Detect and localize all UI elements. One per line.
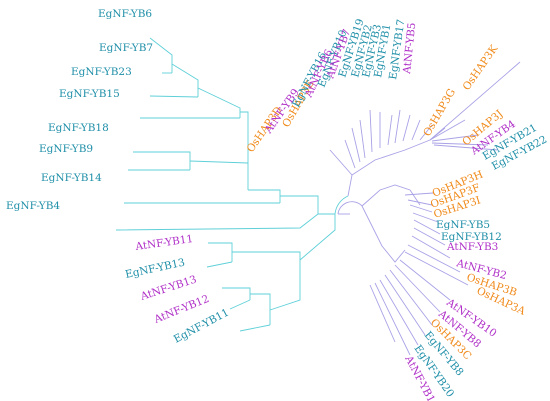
leaf-label: EgNF-YB9 (39, 143, 93, 155)
tree-branch (411, 235, 451, 259)
leaf-label: OsHAP3G (421, 87, 458, 139)
tree-branch (413, 227, 446, 246)
tree-branch (402, 114, 411, 142)
tree-branch (351, 127, 361, 163)
tree-branch (361, 205, 406, 263)
tree-branch (404, 251, 469, 286)
tree-branch (387, 114, 393, 146)
root-arc (337, 201, 363, 215)
leaf-label: AtNF-YB11 (134, 233, 194, 253)
tree-branch (197, 87, 241, 118)
tree-branch (374, 282, 411, 356)
tree-branch (344, 139, 356, 169)
tree-branch (329, 149, 353, 176)
tree-branch (429, 119, 466, 141)
tree-branch (229, 299, 251, 310)
tree-branch (232, 251, 301, 311)
tree-branch (379, 279, 419, 346)
leaf-label: EgNF-YB6 (98, 8, 152, 20)
tree-branch (240, 111, 249, 190)
leaf-label: EgNF-YB18 (48, 122, 109, 134)
tree-branch (419, 124, 433, 141)
tree-branch (369, 109, 373, 153)
tree-branch (384, 274, 426, 336)
leaf-label: EgNF-YB4 (6, 200, 60, 212)
tree-branch (115, 213, 319, 231)
leaf-label: EgNF-YB14 (41, 172, 102, 184)
tree-branch (413, 219, 441, 235)
tree-branch (412, 212, 439, 223)
tree-branch (299, 214, 336, 261)
tree-branch (433, 144, 499, 151)
tree-branch (171, 63, 199, 97)
leaf-label: EgNF-YB23 (71, 66, 132, 78)
tree-branch (431, 134, 479, 142)
tree-branch (407, 199, 433, 206)
tree-branch (399, 259, 451, 301)
leaf-label: AtNF-YB5 (401, 22, 418, 75)
leaf-label: OsHAP3K (461, 43, 501, 93)
tree-branch (411, 119, 421, 141)
tree-branch (206, 261, 233, 268)
tree-branch (222, 287, 251, 300)
leaf-label: EgNF-YB5 (436, 219, 490, 231)
tree-branch (394, 109, 401, 144)
tree-branch (361, 184, 421, 207)
tree-branch (409, 204, 433, 213)
tree-branch (429, 61, 521, 141)
leaf-label: AtNF-YB13 (138, 274, 198, 304)
tree-branch (149, 37, 173, 73)
leaf-label: EgNF-YB12 (441, 231, 502, 243)
tree-branch (431, 142, 489, 146)
tree-branch (369, 284, 396, 343)
root-arc (334, 195, 349, 215)
leaf-labels: EgNF-YB6 EgNF-YB7 EgNF-YB23 EgNF-YB15 EgNF-Y… (6, 8, 549, 401)
tree-branch (280, 195, 319, 214)
tree-branch (359, 119, 366, 159)
leaf-label: EgNF-YB15 (59, 88, 120, 100)
leaf-label: EgNF-YB13 (124, 257, 186, 281)
tree-branches (115, 37, 521, 356)
tree-branch (189, 160, 249, 164)
tree-branch (389, 269, 433, 326)
leaf-label: AtNF-YB3 (446, 241, 498, 253)
leaf-label: EgNF-YB7 (99, 42, 153, 54)
tree-branch (149, 95, 199, 98)
tree-branch (407, 244, 461, 273)
tree-branch (394, 264, 441, 313)
tree-branch (133, 151, 191, 170)
tree-branch (404, 192, 434, 196)
tree-branch (347, 139, 431, 197)
tree-branch (208, 242, 233, 262)
tree-branch (239, 324, 271, 332)
tree-branch (250, 293, 271, 325)
tree-branch (248, 189, 281, 203)
